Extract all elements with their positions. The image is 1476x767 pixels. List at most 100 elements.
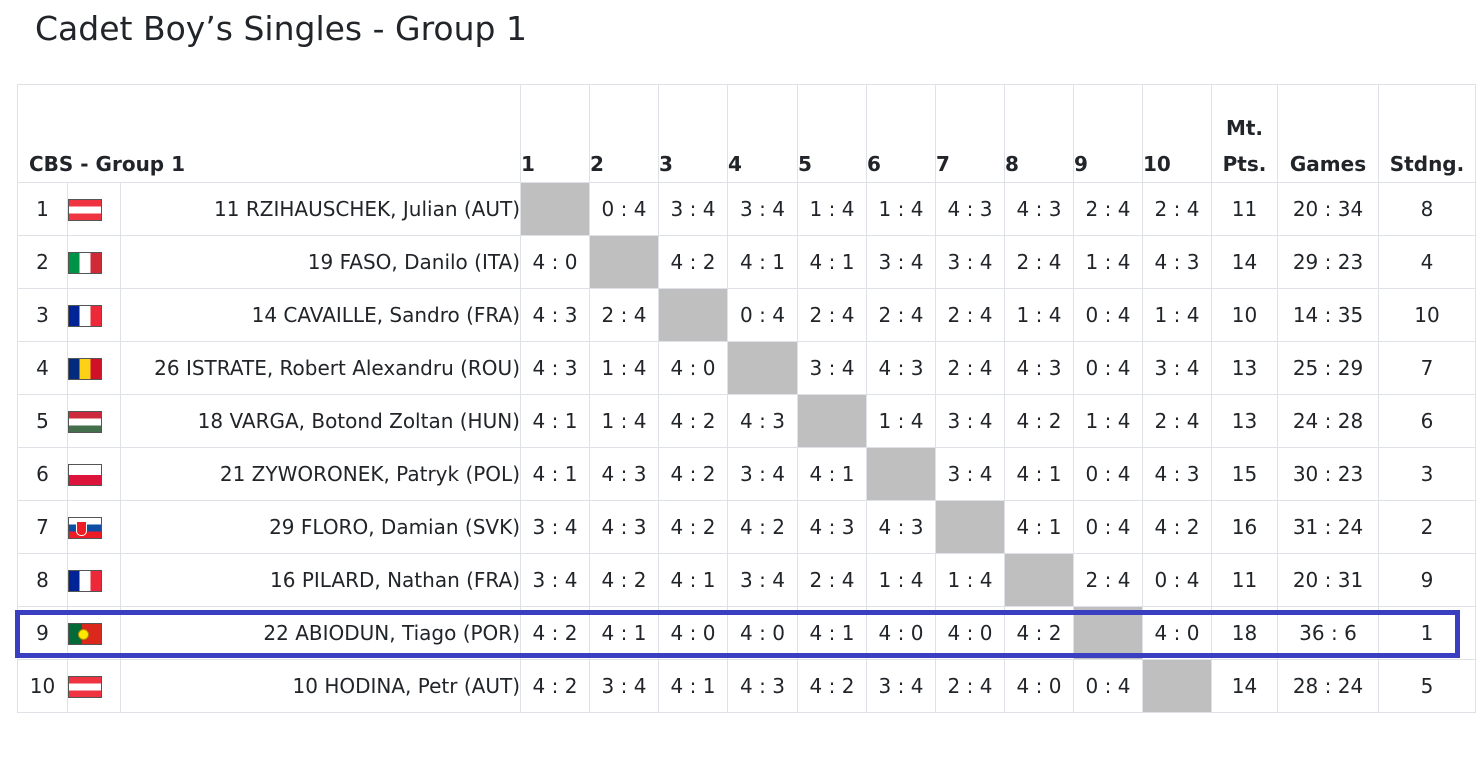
standing: 9 bbox=[1378, 553, 1476, 607]
match-score: 1 : 4 bbox=[1004, 288, 1074, 342]
self-match-cell bbox=[797, 394, 867, 448]
flag-cell bbox=[67, 553, 121, 607]
match-score: 3 : 4 bbox=[935, 394, 1005, 448]
match-score: 4 : 1 bbox=[797, 235, 867, 289]
match-score: 3 : 4 bbox=[935, 235, 1005, 289]
match-score: 4 : 3 bbox=[1142, 447, 1212, 501]
match-score: 4 : 2 bbox=[1004, 394, 1074, 448]
match-score: 3 : 4 bbox=[866, 659, 936, 713]
match-score: 1 : 4 bbox=[866, 394, 936, 448]
match-score: 4 : 0 bbox=[1004, 659, 1074, 713]
match-points: 16 bbox=[1211, 500, 1278, 554]
self-match-cell bbox=[520, 182, 590, 236]
match-score: 2 : 4 bbox=[935, 341, 1005, 395]
match-points: 11 bbox=[1211, 182, 1278, 236]
match-score: 1 : 4 bbox=[1142, 288, 1212, 342]
match-score: 4 : 1 bbox=[658, 659, 728, 713]
match-score: 4 : 2 bbox=[658, 394, 728, 448]
self-match-cell bbox=[658, 288, 728, 342]
flag-ita-icon bbox=[68, 252, 102, 275]
standing: 3 bbox=[1378, 447, 1476, 501]
match-score: 1 : 4 bbox=[589, 341, 659, 395]
match-score: 4 : 2 bbox=[1142, 500, 1212, 554]
match-score: 0 : 4 bbox=[1073, 341, 1143, 395]
group-results-table: CBS - Group 1 1 2 3 4 5 6 7 8 9 10 Mt. Pt… bbox=[17, 84, 1476, 713]
match-score: 4 : 1 bbox=[658, 553, 728, 607]
rank-cell: 2 bbox=[17, 235, 68, 289]
flag-cell bbox=[67, 341, 121, 395]
player-name: 21 ZYWORONEK, Patryk (POL) bbox=[120, 447, 521, 501]
match-score: 4 : 3 bbox=[1004, 182, 1074, 236]
rank-cell: 10 bbox=[17, 659, 68, 713]
match-points-header-line1: Mt. bbox=[1225, 116, 1264, 140]
match-score: 2 : 4 bbox=[1142, 182, 1212, 236]
flag-hun-icon bbox=[68, 411, 102, 434]
flag-pol-icon bbox=[68, 464, 102, 487]
rank-cell: 3 bbox=[17, 288, 68, 342]
match-score: 2 : 4 bbox=[589, 288, 659, 342]
match-score: 4 : 3 bbox=[727, 394, 798, 448]
self-match-cell bbox=[1073, 606, 1143, 660]
match-score: 4 : 1 bbox=[797, 447, 867, 501]
player-name: 26 ISTRATE, Robert Alexandru (ROU) bbox=[120, 341, 521, 395]
match-score: 4 : 0 bbox=[866, 606, 936, 660]
flag-cell bbox=[67, 394, 121, 448]
self-match-cell bbox=[727, 341, 798, 395]
column-header-1: 1 bbox=[520, 84, 590, 183]
match-points: 15 bbox=[1211, 447, 1278, 501]
standing: 6 bbox=[1378, 394, 1476, 448]
column-header-10: 10 bbox=[1142, 84, 1212, 183]
match-score: 3 : 4 bbox=[1142, 341, 1212, 395]
games-score: 25 : 29 bbox=[1277, 341, 1379, 395]
standing: 4 bbox=[1378, 235, 1476, 289]
flag-cell bbox=[67, 659, 121, 713]
match-score: 2 : 4 bbox=[797, 553, 867, 607]
match-score: 4 : 0 bbox=[1142, 606, 1212, 660]
match-score: 1 : 4 bbox=[866, 553, 936, 607]
flag-cell bbox=[67, 500, 121, 554]
self-match-cell bbox=[866, 447, 936, 501]
games-score: 24 : 28 bbox=[1277, 394, 1379, 448]
match-score: 4 : 3 bbox=[1142, 235, 1212, 289]
match-score: 4 : 3 bbox=[727, 659, 798, 713]
games-header: Games bbox=[1277, 84, 1379, 183]
flag-por-icon bbox=[68, 623, 102, 646]
match-points: 13 bbox=[1211, 341, 1278, 395]
games-score: 20 : 31 bbox=[1277, 553, 1379, 607]
player-name: 10 HODINA, Petr (AUT) bbox=[120, 659, 521, 713]
match-score: 4 : 1 bbox=[520, 394, 590, 448]
match-score: 4 : 0 bbox=[935, 606, 1005, 660]
match-score: 3 : 4 bbox=[589, 659, 659, 713]
match-score: 4 : 3 bbox=[797, 500, 867, 554]
match-score: 2 : 4 bbox=[866, 288, 936, 342]
match-score: 4 : 1 bbox=[520, 447, 590, 501]
match-score: 2 : 4 bbox=[935, 288, 1005, 342]
games-score: 28 : 24 bbox=[1277, 659, 1379, 713]
player-name: 18 VARGA, Botond Zoltan (HUN) bbox=[120, 394, 521, 448]
match-score: 4 : 2 bbox=[797, 659, 867, 713]
column-header-7: 7 bbox=[935, 84, 1005, 183]
standing: 2 bbox=[1378, 500, 1476, 554]
match-score: 4 : 2 bbox=[727, 500, 798, 554]
column-header-8: 8 bbox=[1004, 84, 1074, 183]
match-score: 2 : 4 bbox=[935, 659, 1005, 713]
flag-fra-icon bbox=[68, 570, 102, 593]
match-score: 3 : 4 bbox=[520, 500, 590, 554]
match-score: 3 : 4 bbox=[866, 235, 936, 289]
match-score: 2 : 4 bbox=[1004, 235, 1074, 289]
match-score: 1 : 4 bbox=[1073, 235, 1143, 289]
standing: 1 bbox=[1378, 606, 1476, 660]
match-points: 10 bbox=[1211, 288, 1278, 342]
match-points: 14 bbox=[1211, 659, 1278, 713]
match-points: 13 bbox=[1211, 394, 1278, 448]
column-header-5: 5 bbox=[797, 84, 867, 183]
match-score: 1 : 4 bbox=[866, 182, 936, 236]
match-points-header-line2: Pts. bbox=[1222, 152, 1267, 176]
match-score: 4 : 3 bbox=[589, 500, 659, 554]
column-header-3: 3 bbox=[658, 84, 728, 183]
